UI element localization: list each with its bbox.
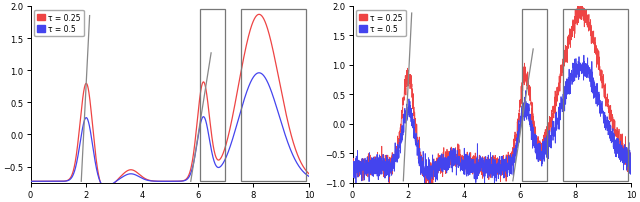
Legend: τ = 0.25, τ = 0.5: τ = 0.25, τ = 0.5 (356, 11, 406, 37)
Bar (241, 10, 307, 181)
Bar (563, 10, 628, 181)
Bar (200, 10, 225, 181)
Bar (522, 10, 547, 181)
Legend: τ = 0.25, τ = 0.5: τ = 0.25, τ = 0.5 (35, 11, 84, 37)
